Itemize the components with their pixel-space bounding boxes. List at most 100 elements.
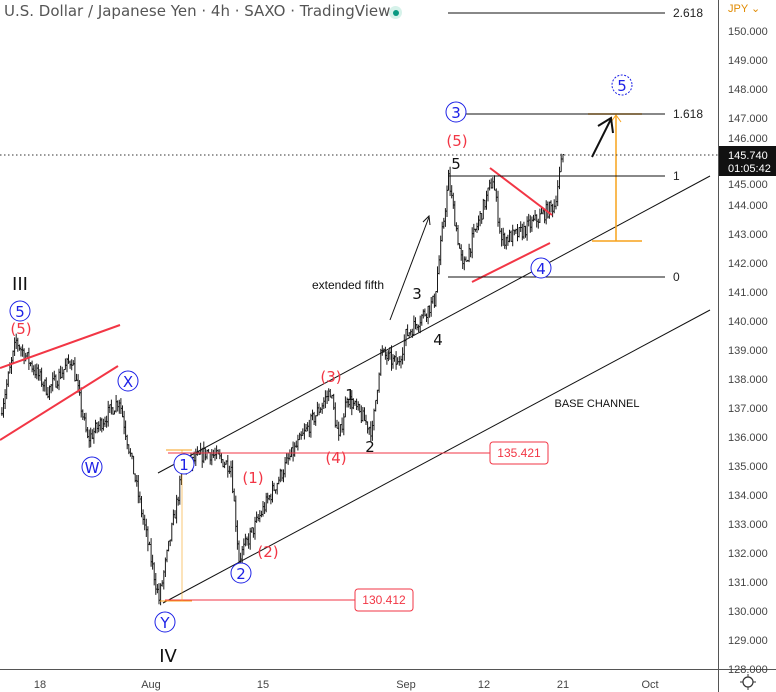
- wave-label-circle-5-target: 5: [617, 77, 627, 95]
- ohlc-bar: [126, 434, 129, 450]
- ohlc-bar: [468, 243, 471, 263]
- ohlc-bar: [442, 217, 445, 229]
- ohlc-bar: [241, 546, 244, 566]
- red-trendline: [0, 365, 119, 441]
- ohlc-bar: [293, 442, 296, 457]
- price-tick-label: 134.000: [728, 490, 768, 502]
- ohlc-bar: [532, 214, 535, 222]
- ohlc-bar: [269, 493, 272, 505]
- ohlc-bar: [438, 255, 441, 275]
- ohlc-bar: [420, 314, 423, 326]
- ohlc-bar: [222, 459, 224, 468]
- ohlc-bar: [436, 266, 439, 293]
- ohlc-bar: [110, 399, 113, 415]
- ohlc-bar: [308, 419, 311, 438]
- ohlc-bar: [396, 357, 399, 365]
- ohlc-bar: [401, 347, 404, 365]
- ohlc-bar: [263, 502, 266, 514]
- currency-selector[interactable]: JPY ⌄: [728, 3, 760, 15]
- ohlc-bar: [400, 355, 402, 369]
- ohlc-bar: [419, 315, 422, 334]
- ohlc-bar: [384, 346, 387, 360]
- ohlc-bar: [137, 475, 140, 504]
- ohlc-bar: [97, 421, 100, 433]
- price-tick-label: 140.000: [728, 316, 768, 328]
- ohlc-bar: [455, 222, 458, 232]
- ohlc-bar: [159, 583, 162, 606]
- time-tick-label: 12: [478, 679, 490, 691]
- ohlc-bar: [236, 520, 239, 550]
- ohlc-bar: [78, 380, 81, 396]
- ohlc-bar: [118, 399, 121, 414]
- ohlc-bar: [24, 352, 27, 362]
- base-channel-label: BASE CHANNEL: [555, 398, 640, 410]
- time-tick-label: 21: [557, 679, 569, 691]
- ohlc-bar: [284, 457, 287, 478]
- ohlc-bar: [480, 213, 483, 224]
- ohlc-bar: [2, 398, 5, 418]
- ohlc-bar: [321, 402, 324, 414]
- ohlc-bar: [361, 407, 364, 422]
- ohlc-bar: [146, 526, 149, 552]
- ohlc-bar: [387, 350, 390, 362]
- price-tick-label: 129.000: [728, 635, 768, 647]
- ohlc-bar: [543, 209, 546, 224]
- upper-channel-line[interactable]: [157, 175, 711, 474]
- settings-gear-icon[interactable]: [740, 674, 756, 690]
- price-tick-label: 131.000: [728, 577, 768, 589]
- ohlc-bar: [313, 411, 316, 425]
- ohlc-bar: [450, 185, 453, 199]
- ohlc-bar: [483, 199, 486, 210]
- ohlc-bar: [516, 224, 519, 242]
- ohlc-bar: [172, 509, 175, 526]
- ohlc-bar: [472, 223, 475, 238]
- wave-label-red-3: (3): [320, 368, 341, 386]
- ohlc-bar: [150, 538, 153, 567]
- ohlc-bar: [111, 407, 114, 415]
- ohlc-bar: [242, 538, 245, 556]
- ohlc-bar: [20, 346, 22, 357]
- ohlc-bar: [403, 334, 406, 361]
- ohlc-bar: [212, 449, 215, 458]
- ohlc-bar: [271, 480, 274, 503]
- price-tick-label: 137.000: [728, 403, 768, 415]
- ohlc-bar: [80, 387, 83, 418]
- ohlc-bar: [556, 180, 559, 207]
- ohlc-bar: [226, 455, 229, 478]
- price-axis[interactable]: 150.000 149.000 148.000 147.000 146.000 145.0…: [728, 26, 768, 676]
- ohlc-bar: [18, 344, 21, 351]
- ohlc-bar: [398, 356, 401, 366]
- ohlc-bar: [96, 422, 99, 434]
- ohlc-bar: [510, 230, 513, 242]
- price-tick-label: 128.000: [728, 664, 768, 676]
- ohlc-bar: [145, 518, 148, 537]
- ohlc-bar: [238, 540, 240, 564]
- price-tick-label: 145.000: [728, 179, 768, 191]
- ohlc-bar: [511, 224, 514, 247]
- ohlc-bar: [170, 522, 173, 542]
- ohlc-bar: [123, 410, 126, 435]
- ohlc-bar: [409, 329, 412, 336]
- ohlc-bar: [202, 441, 205, 464]
- ohlc-bar: [506, 234, 509, 246]
- ohlc-bar: [13, 337, 16, 356]
- time-tick-label: Sep: [396, 679, 416, 691]
- price-tick-label: 139.000: [728, 345, 768, 357]
- ohlc-bar: [406, 324, 409, 337]
- ohlc-bar: [463, 256, 466, 271]
- ohlc-bar: [262, 501, 264, 517]
- wave-label-red-5: (5): [10, 320, 31, 338]
- time-tick-label: 15: [257, 679, 269, 691]
- price-tick-label: 149.000: [728, 55, 768, 67]
- base-channel-line[interactable]: [162, 309, 711, 604]
- ohlc-bar: [460, 244, 463, 261]
- time-axis[interactable]: 18 Aug 15 Sep 12 21 Oct: [34, 679, 659, 691]
- ohlc-bar: [81, 409, 84, 420]
- price-label-130412: 130.412: [362, 593, 406, 607]
- ohlc-bar: [174, 510, 176, 519]
- ohlc-bar: [301, 428, 304, 436]
- ohlc-bar: [495, 188, 498, 202]
- triangle-lower-line: [471, 242, 551, 283]
- price-tick-label: 148.000: [728, 84, 768, 96]
